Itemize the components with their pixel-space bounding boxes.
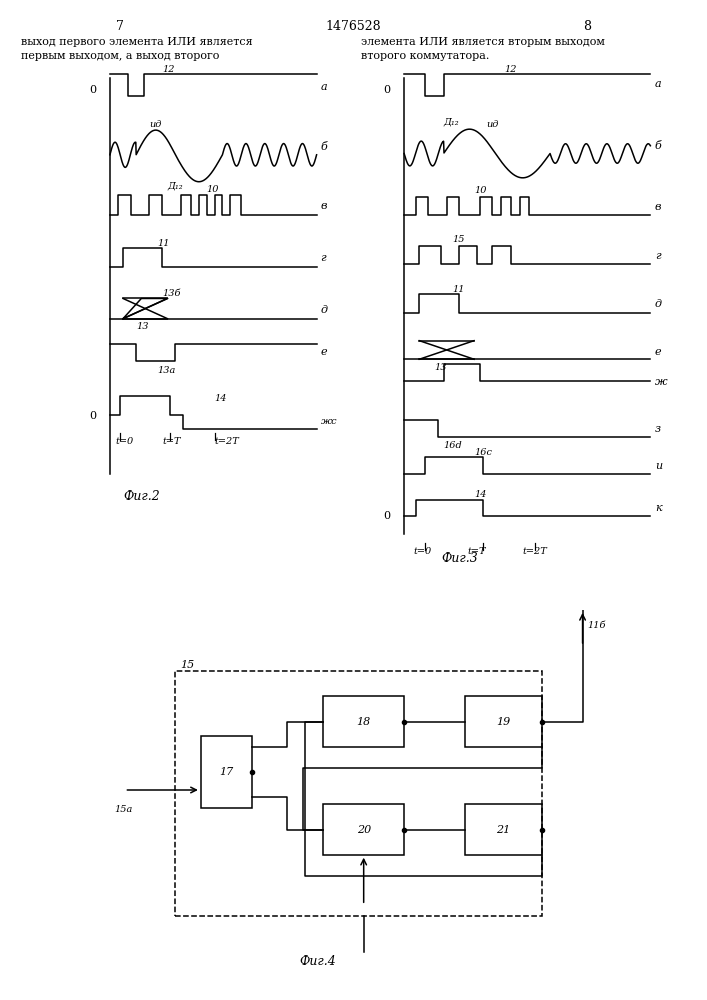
- Text: 14: 14: [474, 490, 486, 499]
- Text: ж: ж: [655, 377, 667, 387]
- Text: 18: 18: [356, 717, 370, 727]
- Text: 0: 0: [89, 85, 96, 95]
- Text: Д₁₂: Д₁₂: [168, 181, 183, 190]
- Text: 0: 0: [383, 85, 390, 95]
- Text: 13: 13: [435, 363, 447, 372]
- Text: б: б: [320, 142, 327, 152]
- Text: а: а: [655, 79, 662, 89]
- Text: t=Т: t=Т: [163, 437, 181, 446]
- Text: 12: 12: [163, 65, 175, 74]
- Text: t=2Т: t=2Т: [522, 547, 547, 556]
- Text: з: з: [655, 424, 661, 434]
- Bar: [201, 736, 252, 808]
- Text: 8: 8: [583, 20, 591, 33]
- Text: элемента ИЛИ является вторым выходом
второго коммутатора.: элемента ИЛИ является вторым выходом вто…: [361, 37, 604, 61]
- Text: а: а: [320, 82, 327, 92]
- Text: 0: 0: [383, 511, 390, 521]
- Text: д: д: [320, 305, 327, 315]
- Text: uд: uд: [149, 120, 162, 129]
- Text: 21: 21: [496, 825, 510, 835]
- Text: Фиг.3: Фиг.3: [441, 552, 478, 565]
- Text: к: к: [655, 503, 662, 513]
- Text: 16с: 16с: [474, 448, 492, 457]
- Text: 10: 10: [474, 186, 486, 195]
- Text: 15: 15: [452, 235, 465, 244]
- Text: и: и: [655, 461, 662, 471]
- Text: 20: 20: [356, 825, 370, 835]
- Text: 11: 11: [157, 239, 170, 248]
- Bar: [465, 696, 542, 747]
- Text: г: г: [655, 251, 660, 261]
- Text: б: б: [655, 141, 662, 151]
- Text: 13б: 13б: [163, 289, 181, 298]
- Bar: [465, 804, 542, 855]
- Text: е: е: [320, 347, 327, 357]
- Text: 19: 19: [496, 717, 510, 727]
- Text: выход первого элемента ИЛИ является
первым выходом, а выход второго: выход первого элемента ИЛИ является перв…: [21, 37, 253, 61]
- Bar: [323, 696, 404, 747]
- Text: 13а: 13а: [157, 366, 175, 375]
- Text: 11: 11: [452, 285, 465, 294]
- Text: Фиг.4: Фиг.4: [300, 955, 337, 968]
- Bar: [323, 804, 404, 855]
- Text: 15: 15: [180, 660, 194, 670]
- Text: 10: 10: [206, 185, 219, 194]
- Text: uд: uд: [486, 120, 498, 129]
- Text: 11б: 11б: [588, 621, 606, 630]
- Text: д: д: [655, 299, 662, 309]
- Bar: [175, 671, 542, 916]
- Text: 1476528: 1476528: [326, 20, 381, 33]
- Text: Фиг.2: Фиг.2: [123, 490, 160, 503]
- Text: в: в: [320, 201, 327, 211]
- Text: г: г: [320, 253, 326, 263]
- Text: 17: 17: [219, 767, 233, 777]
- Text: в: в: [655, 202, 662, 212]
- Text: жс: жс: [320, 417, 337, 426]
- Text: t=0: t=0: [115, 437, 134, 446]
- Text: 13: 13: [136, 322, 148, 331]
- Text: 12: 12: [504, 65, 517, 74]
- Text: е: е: [655, 347, 662, 357]
- Text: t=2Т: t=2Т: [215, 437, 240, 446]
- Text: 7: 7: [116, 20, 124, 33]
- Text: 15а: 15а: [115, 805, 133, 814]
- Text: t=0: t=0: [413, 547, 431, 556]
- Text: t=Т: t=Т: [468, 547, 486, 556]
- Text: Д₁₂: Д₁₂: [444, 118, 460, 127]
- Text: 16d: 16d: [444, 441, 462, 450]
- Text: 14: 14: [215, 394, 227, 403]
- Text: 0: 0: [89, 411, 96, 421]
